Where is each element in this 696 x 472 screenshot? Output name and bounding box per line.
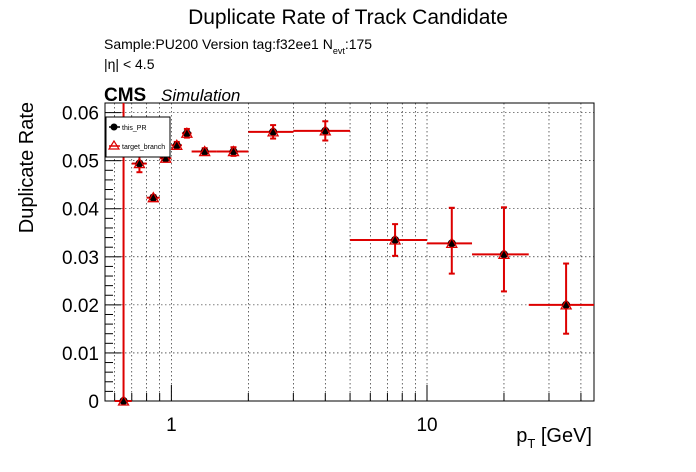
data-point: [427, 206, 473, 275]
marker-target-branch: [159, 151, 172, 163]
marker-target-branch: [198, 145, 211, 157]
legend-marker: [107, 139, 121, 150]
marker-target-branch: [170, 138, 183, 150]
marker-target-branch: [266, 125, 280, 137]
marker-target-branch: [388, 233, 402, 245]
data-point: [146, 191, 160, 203]
legend-label: target_branch: [122, 144, 165, 151]
legend: this_PR target_branch: [105, 116, 171, 158]
marker-target-branch: [227, 145, 240, 157]
x-axis: 1 10: [114, 385, 582, 436]
data-point: [472, 206, 529, 293]
data-point: [170, 138, 183, 150]
legend-marker: [110, 123, 118, 131]
cms-simulation-label: Simulation: [161, 86, 240, 105]
y-tick-label: 0.06: [62, 104, 99, 125]
marker-target-branch: [147, 191, 160, 203]
y-tick-label: 0.01: [62, 344, 99, 365]
sample-info: Sample:PU200 Version tag:f32ee1 Nevt:175: [104, 36, 372, 56]
legend-entry-target-branch: target_branch: [107, 139, 165, 151]
legend-box: [105, 116, 171, 158]
data-point: [131, 153, 147, 174]
sample-info-main: Sample:PU200 Version tag:f32ee1 N: [104, 36, 333, 52]
data-point: [293, 120, 351, 142]
eta-cut-label: |η| < 4.5: [104, 56, 155, 72]
x-tick-label: 1: [166, 415, 177, 436]
y-tick-label: 0.03: [62, 248, 99, 269]
data-point: [248, 124, 294, 140]
data-point: [216, 145, 249, 157]
data-point: [180, 126, 193, 139]
x-axis-label: pT [GeV]: [516, 425, 592, 451]
cms-label: CMS: [104, 85, 146, 106]
y-axis-label: Duplicate Rate: [16, 102, 38, 233]
data-point: [191, 145, 217, 157]
marker-target-branch: [319, 124, 332, 136]
y-tick-label: 0.02: [62, 296, 99, 317]
y-axis: 0 0.01 0.02 0.03 0.04 0.05 0.06: [62, 102, 121, 413]
plot-frame: [104, 102, 595, 402]
marker-target-branch: [180, 126, 193, 138]
data-marks: [114, 103, 594, 406]
marker-target-branch: [445, 237, 458, 248]
x-tick-label: 10: [416, 415, 437, 436]
y-tick-label: 0.05: [62, 152, 99, 173]
chart-title: Duplicate Rate of Track Candidate: [188, 6, 508, 29]
legend-entry-this-pr: this_PR: [109, 123, 147, 132]
marker-target-branch: [497, 248, 511, 260]
sample-info-tail: :175: [345, 36, 372, 52]
y-tick-label: 0: [88, 392, 99, 413]
sample-info-sub: evt: [333, 46, 346, 56]
marker-target-branch: [117, 394, 130, 406]
marker-target-branch: [559, 298, 573, 310]
y-tick-label: 0.04: [62, 200, 99, 221]
x-axis-label-main: p: [516, 425, 527, 447]
x-axis-label-unit: [GeV]: [535, 425, 592, 447]
marker-target-branch: [133, 157, 146, 169]
legend-label: this_PR: [122, 125, 147, 132]
data-point: [528, 262, 594, 335]
data-point: [350, 223, 428, 257]
x-axis-label-sub: T: [527, 436, 535, 451]
